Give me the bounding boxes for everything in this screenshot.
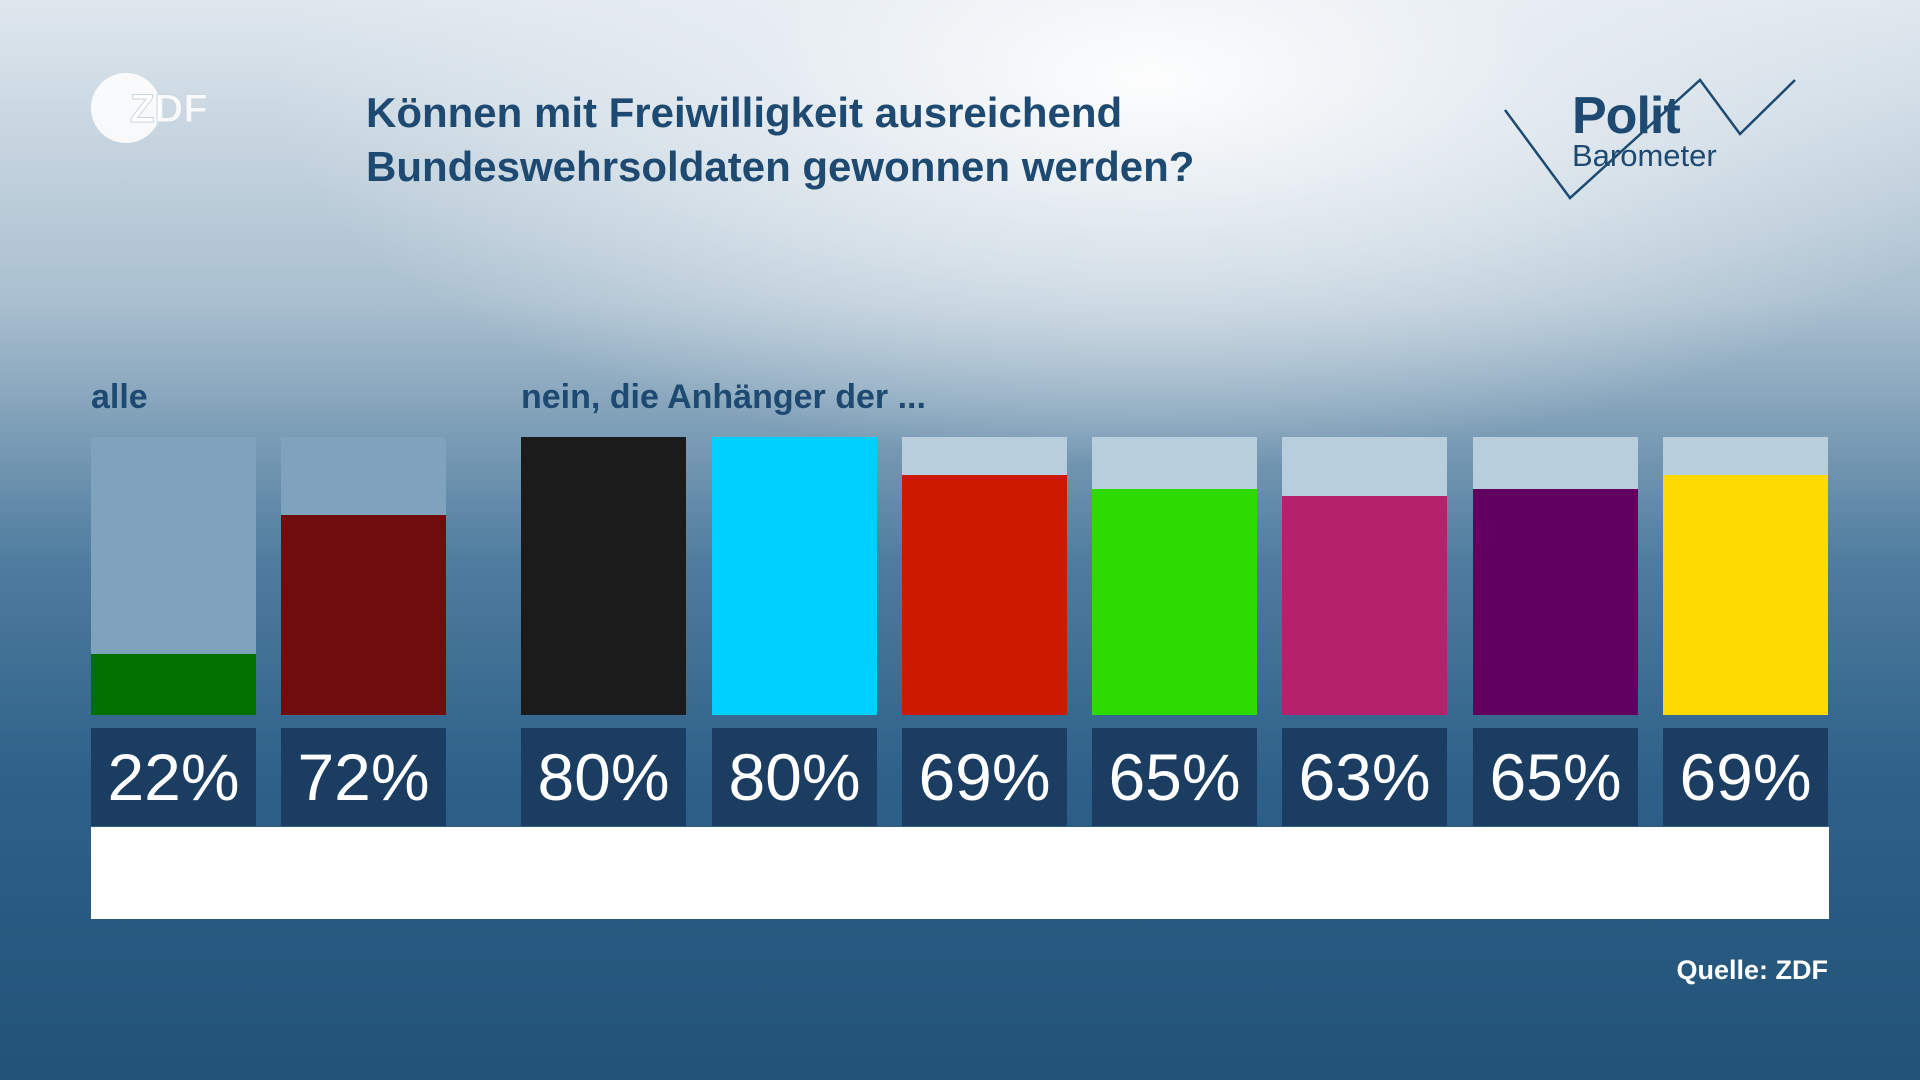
group-label-supporters: nein, die Anhänger der ...: [521, 378, 926, 416]
value-label: 69%: [902, 728, 1067, 826]
title-line-2: Bundeswehrsoldaten gewonnen werden?: [366, 143, 1195, 190]
value-label: 22%: [91, 728, 256, 826]
bar-column-4: [902, 437, 1067, 715]
bar: [521, 437, 686, 715]
chart-title: Können mit Freiwilligkeit ausreichend Bu…: [366, 86, 1366, 194]
value-label: 65%: [1092, 728, 1257, 826]
value-label: 72%: [281, 728, 446, 826]
bar-column-6: [1282, 437, 1447, 715]
value-label: 63%: [1282, 728, 1447, 826]
bar-column-2: [521, 437, 686, 715]
bar-column-3: [712, 437, 877, 715]
zdf-logo-text: ZDF: [130, 87, 208, 131]
value-label: 65%: [1473, 728, 1638, 826]
bar: [91, 653, 256, 715]
bar: [712, 437, 877, 715]
bar: [1092, 489, 1257, 715]
bar-column-5: [1092, 437, 1257, 715]
bar-column-0: [91, 437, 256, 715]
politbarometer-logo: Polit Barometer: [1500, 72, 1800, 202]
bar: [1473, 489, 1638, 715]
brand-polit: Polit: [1572, 87, 1681, 145]
bar-column-8: [1663, 437, 1828, 715]
bar: [902, 475, 1067, 715]
bar-column-1: [281, 437, 446, 715]
bar: [281, 514, 446, 715]
bar: [1282, 496, 1447, 715]
value-label: 80%: [521, 728, 686, 826]
brand-barometer: Barometer: [1572, 138, 1717, 173]
value-label: 80%: [712, 728, 877, 826]
bar-column-7: [1473, 437, 1638, 715]
title-line-1: Können mit Freiwilligkeit ausreichend: [366, 89, 1123, 136]
category-label-band: [91, 827, 1829, 919]
trend-line-icon: [1503, 78, 1796, 200]
zdf-logo: ZDF: [90, 70, 220, 146]
group-label-all: alle: [91, 378, 148, 416]
bar: [1663, 475, 1828, 715]
source-note: Quelle: ZDF: [1676, 955, 1828, 985]
value-label: 69%: [1663, 728, 1828, 826]
